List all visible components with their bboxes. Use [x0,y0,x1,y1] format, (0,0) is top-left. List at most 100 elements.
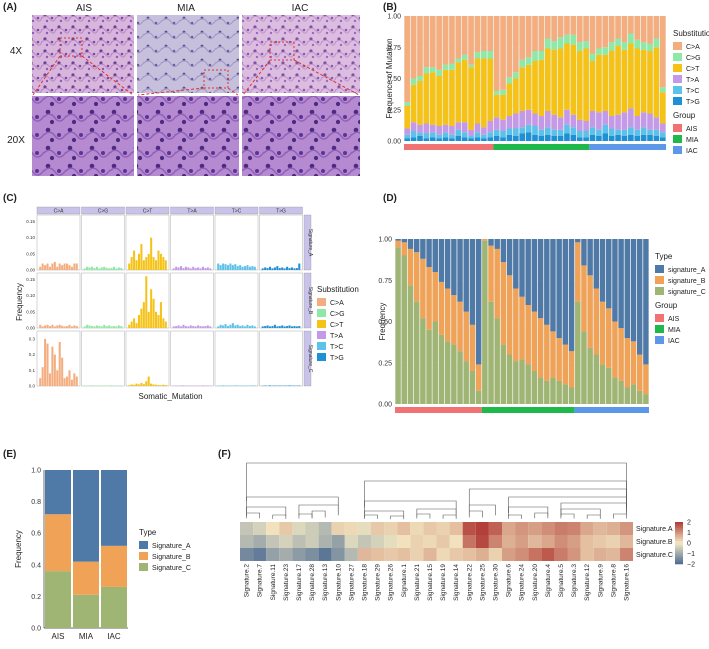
spectrum-bar [253,326,256,328]
facet-y-tick: 0.10 [26,235,35,240]
spectrum-bar [103,266,106,270]
heatmap-cell [240,535,254,548]
heatmap-cell [423,522,437,535]
bar-segment [429,67,436,73]
bar-segment [513,113,519,129]
facet-column-label: C>A [54,209,65,215]
bar-segment [426,239,432,268]
spectrum-bar [48,326,51,328]
spectrum-bar [93,326,96,328]
heatmap-column-label: Signature.30 [492,564,499,601]
bar-segment [538,59,545,116]
y-tick-label: 0.50 [378,319,392,326]
spectrum-bar [217,326,220,328]
heatmap-cell [318,522,332,535]
bar-segment [634,129,641,136]
bar-segment [576,16,583,43]
colorbar-step [675,547,683,550]
bar-segment [444,288,451,342]
spectrum-bar [273,324,276,328]
bar-segment [544,38,551,49]
colorbar-tick: −2 [687,562,695,569]
spectrum-bar [56,370,59,386]
bar-segment [513,136,519,141]
bar-segment [653,16,660,39]
group-legend-d-label: IAC [668,338,680,345]
bar-segment [615,114,621,130]
spectrum-bar [246,324,249,328]
bar-segment [538,136,545,141]
heatmap-column-label: Signature.8 [610,564,617,598]
facet-strip [81,206,125,215]
bar-segment [640,112,647,128]
bar-segment [417,136,423,141]
bar-segment [606,367,612,404]
bar-segment [564,43,570,110]
bar-segment [525,16,532,58]
dendrogram-branch [298,513,313,519]
y-tick-label: 0.25 [387,107,401,114]
bar-segment [493,94,500,118]
bar-segment [444,341,451,404]
dendrogram-branch [560,513,575,519]
heatmap-column-label: Signature.26 [388,564,395,601]
heatmap-column-label: Signature.14 [453,564,460,601]
heatmap-cell [279,548,293,561]
heatmap-cell [449,548,463,561]
spectrum-bar [197,267,200,270]
spectrum-bar [128,324,131,328]
heatmap-column-label: Signature.7 [257,564,264,598]
bar-segment [640,42,647,50]
spectrum-bar [44,325,47,328]
bar-segment [488,239,494,246]
spectrum-bar [135,383,138,386]
bar-segment [562,384,569,404]
facet-row-strip [303,272,312,329]
heatmap-cell [580,535,594,548]
bar-segment [525,132,532,141]
legend-c-title: Substitution [317,285,359,294]
spectrum-bar [182,268,185,270]
bar-segment [469,324,476,371]
bar-segment [455,136,462,141]
zoom-box-mia [203,69,229,89]
spectrum-bar [120,326,123,328]
spectrum-bar [147,376,150,386]
spectrum-bar [39,378,42,386]
spectrum-bar [290,267,293,270]
bar-segment [413,252,420,302]
dendrogram-branch [416,513,431,519]
legend-d-label: signature_A [668,267,706,274]
heatmap-column-label: Signature.11 [270,564,277,601]
bar-segment [628,108,634,128]
bar-segment [618,328,624,381]
spectrum-bar [164,385,167,386]
spectrum-bar [201,266,204,270]
heatmap-cell [266,522,280,535]
bar-segment [621,16,628,43]
legend-c-label: T>A [330,333,343,340]
spectrum-bar [209,268,212,270]
colorbar-step [675,553,683,556]
legend-e-swatch [139,563,148,571]
bar-segment [612,239,618,322]
spectrum-bar [100,267,103,270]
facet-y-tick: 0.15 [26,219,35,224]
legend-c-label: C>T [330,322,344,329]
bar-segment [500,137,506,141]
bar-segment [551,129,557,136]
bar-segment [417,16,423,76]
bar-segment [487,16,494,51]
bar-segment [634,48,641,116]
spectrum-bar [135,323,138,328]
spectrum-bar [293,268,296,270]
spectrum-bar [276,326,279,328]
histology-col-ais: AIS [76,3,92,14]
heatmap-cell [240,522,254,535]
bar-segment [457,301,463,352]
heatmap-column-label: Signature.23 [283,564,290,601]
facet-y-tick: 0.2 [29,352,36,357]
legend-d-swatch [655,276,664,284]
bar-segment [531,311,538,371]
dendrogram-branch [534,512,549,519]
